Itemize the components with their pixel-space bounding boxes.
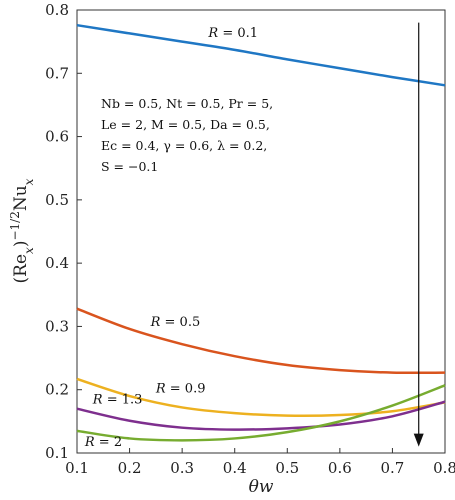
series-label: R = 0.5 [150, 315, 201, 330]
annotation-line: S = −0.1 [101, 159, 158, 174]
y-tick-label: 0.4 [45, 254, 69, 272]
y-axis-label: (Rex)−1/2Nux [8, 178, 36, 283]
y-tick-label: 0.2 [45, 381, 69, 399]
x-tick-label: 0.1 [65, 459, 89, 477]
series-line [76, 384, 446, 442]
trend-arrow [413, 22, 424, 447]
series-label: R = 2 [84, 435, 122, 450]
y-tick-label: 0.7 [45, 64, 69, 82]
series-lines: R = 0.1 R = 0.5 R = 0.9 R = 1.3 R = 2 [76, 23, 446, 450]
series-label: R = 0.1 [207, 26, 258, 41]
series-label: R = 0.9 [155, 382, 206, 397]
x-tick-label: 0.5 [275, 459, 299, 477]
x-axis-ticks: 0.1 0.2 0.3 0.4 0.5 0.6 0.7 0.8 [65, 448, 455, 477]
x-tick-label: 0.2 [118, 459, 142, 477]
x-tick-label: 0.7 [380, 459, 404, 477]
series-line [76, 400, 446, 431]
y-tick-label: 0.8 [45, 1, 69, 19]
arrow-head [413, 433, 424, 447]
annotation-line: Le = 2, M = 0.5, Da = 0.5, [101, 117, 270, 132]
parameter-annotation: Nb = 0.5, Nt = 0.5, Pr = 5, Le = 2, M = … [101, 96, 273, 174]
series-line [76, 307, 446, 375]
y-tick-label: 0.3 [45, 317, 69, 335]
y-tick-label: 0.6 [45, 128, 69, 146]
series-line [76, 377, 446, 418]
y-tick-label: 0.1 [45, 444, 69, 462]
x-tick-label: 0.8 [433, 459, 455, 477]
annotation-line: Nb = 0.5, Nt = 0.5, Pr = 5, [101, 96, 273, 111]
series-label: R = 1.3 [92, 392, 143, 407]
series-line [76, 23, 446, 87]
x-axis-label: θw [249, 477, 274, 497]
x-tick-label: 0.3 [170, 459, 194, 477]
x-tick-label: 0.6 [328, 459, 352, 477]
y-axis-ticks: 0.1 0.2 0.3 0.4 0.5 0.6 0.7 0.8 [45, 1, 82, 462]
x-tick-label: 0.4 [223, 459, 247, 477]
annotation-line: Ec = 0.4, γ = 0.6, λ = 0.2, [101, 138, 267, 153]
y-tick-label: 0.5 [45, 191, 69, 209]
plot-frame [76, 9, 446, 454]
